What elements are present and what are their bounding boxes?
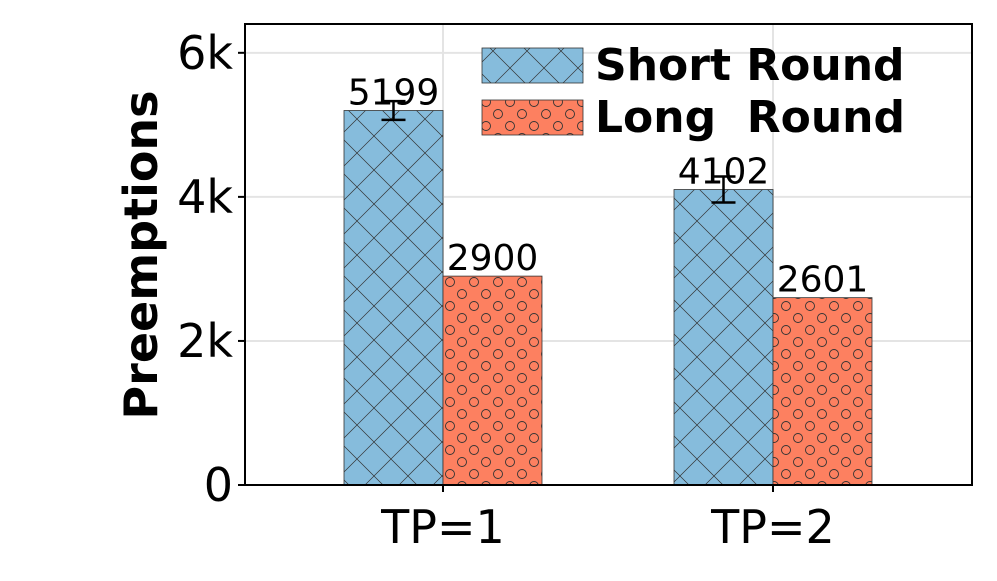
y-tick-label-2: 4k xyxy=(177,170,233,224)
bar-hatch-1-1 xyxy=(772,297,873,486)
data-label-1-0: 2900 xyxy=(447,238,539,279)
x-tick-label-1: TP=2 xyxy=(710,500,835,554)
y-tick-label-1: 2k xyxy=(177,314,233,368)
data-labels: 5199 4102 2900 2601 xyxy=(348,73,869,301)
y-axis-label: Preemptions xyxy=(114,90,168,419)
plot-frame xyxy=(244,23,973,486)
bars xyxy=(343,99,873,486)
data-label-0-1: 4102 xyxy=(678,152,770,193)
bar-hatch-0-0 xyxy=(343,110,444,486)
error-bar-0-0 xyxy=(381,99,406,122)
data-label-0-0: 5199 xyxy=(348,73,440,114)
legend-label-1: Long Round xyxy=(595,92,905,143)
legend-entry-0: Short Round xyxy=(481,40,905,91)
x-tick-label-0: TP=1 xyxy=(380,500,505,554)
y-tick-label-0: 0 xyxy=(204,458,233,512)
data-label-1-1: 2601 xyxy=(777,260,869,301)
y-tick-label-3: 6k xyxy=(177,26,233,80)
legend-entry-1: Long Round xyxy=(481,92,905,143)
legend-label-0: Short Round xyxy=(595,40,905,91)
bar-hatch-0-1 xyxy=(673,189,774,486)
bar-hatch-1-0 xyxy=(442,275,543,486)
error-bar-0-1 xyxy=(711,175,736,204)
axes: 0 2k 4k 6k TP=1 TP=2 xyxy=(177,23,973,554)
